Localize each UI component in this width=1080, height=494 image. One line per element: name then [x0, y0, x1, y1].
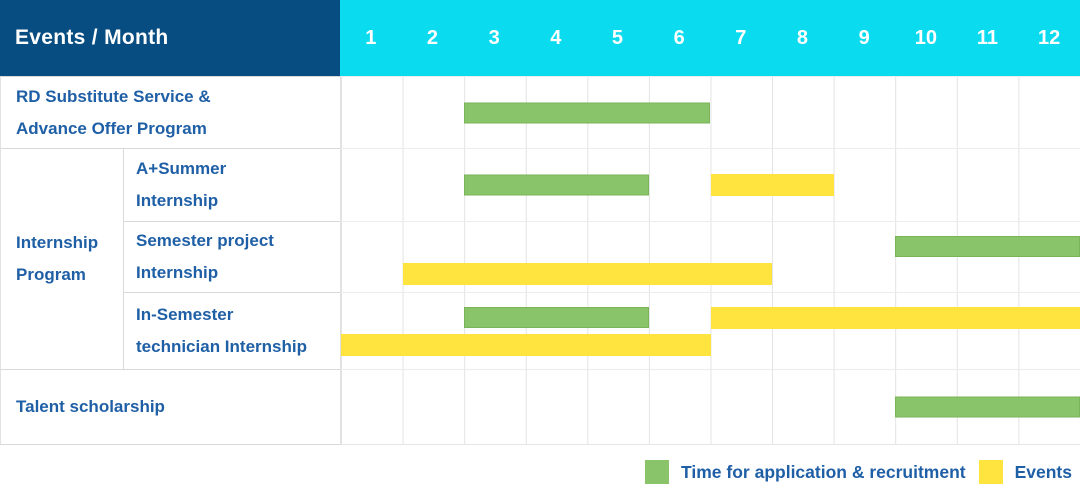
events-swatch-icon — [978, 460, 1003, 484]
group-label-line: Internship — [16, 233, 99, 252]
legend-events-label: Events — [1014, 461, 1072, 482]
row-label-line: Internship — [136, 191, 219, 210]
month-header-8: 8 — [796, 26, 809, 49]
group-label-line: Program — [16, 265, 86, 284]
chart-row-semester-project — [340, 221, 1080, 292]
events-bar — [341, 334, 711, 356]
header-title-cell: Events / Month — [0, 0, 340, 76]
month-header-7: 7 — [735, 26, 747, 49]
month-header-10: 10 — [914, 26, 937, 49]
month-header-11: 11 — [976, 26, 999, 49]
legend-item-events: Events — [978, 460, 1072, 484]
row-label-a-plus-summer: A+Summer Internship — [124, 148, 340, 221]
legend-recruitment-label: Time for application & recruitment — [681, 461, 966, 482]
legend-item-recruitment: Time for application & recruitment — [645, 460, 966, 484]
month-header-1: 1 — [365, 26, 377, 49]
recruitment-bar — [464, 174, 649, 196]
recruitment-bar — [464, 307, 649, 328]
recruitment-swatch-icon — [645, 460, 670, 484]
recruitment-bar — [895, 396, 1080, 418]
month-header-2: 2 — [426, 26, 439, 49]
row-label-line: Advance Offer Program — [16, 118, 207, 138]
row-label-line: Semester project — [136, 231, 274, 250]
month-header-3: 3 — [488, 26, 500, 49]
events-bar — [710, 174, 834, 196]
month-header-4: 4 — [550, 26, 562, 49]
row-label-line: A+Summer — [136, 159, 227, 178]
row-label-line: RD Substitute Service & — [16, 86, 211, 106]
row-label-line: In-Semester — [136, 305, 234, 324]
legend: Time for application & recruitment Event… — [645, 458, 1072, 486]
recruitment-bar — [464, 102, 711, 123]
month-header-6: 6 — [673, 26, 685, 49]
row-label-in-semester: In-Semester technician Internship — [124, 292, 340, 369]
events-bar — [710, 307, 1080, 329]
month-header-5: 5 — [611, 26, 624, 49]
row-label-semester-project: Semester project Internship — [124, 221, 340, 292]
header-title: Events / Month — [15, 26, 169, 49]
row-label-line: technician Internship — [136, 337, 307, 356]
month-header-row: 1 2 3 4 5 6 7 8 9 10 11 12 — [340, 0, 1080, 76]
row-label-rd-substitute: RD Substitute Service & Advance Offer Pr… — [0, 76, 340, 148]
row-label-talent-scholarship: Talent scholarship — [0, 369, 340, 445]
events-bar — [402, 263, 773, 285]
month-header-12: 12 — [1038, 26, 1061, 49]
chart-row-talent-scholarship — [340, 369, 1080, 445]
recruitment-bar — [895, 236, 1080, 257]
chart-row-rd-substitute — [340, 76, 1080, 148]
group-label-internship-program: Internship Program — [0, 148, 124, 369]
chart-row-in-semester — [340, 292, 1080, 369]
chart-row-a-plus-summer — [340, 148, 1080, 221]
month-header-9: 9 — [858, 26, 870, 49]
row-label-line: Internship — [136, 263, 219, 282]
row-label-line: Talent scholarship — [16, 397, 165, 416]
gantt-table: Events / Month 1 2 3 4 5 6 7 8 9 10 11 1… — [0, 0, 1080, 445]
